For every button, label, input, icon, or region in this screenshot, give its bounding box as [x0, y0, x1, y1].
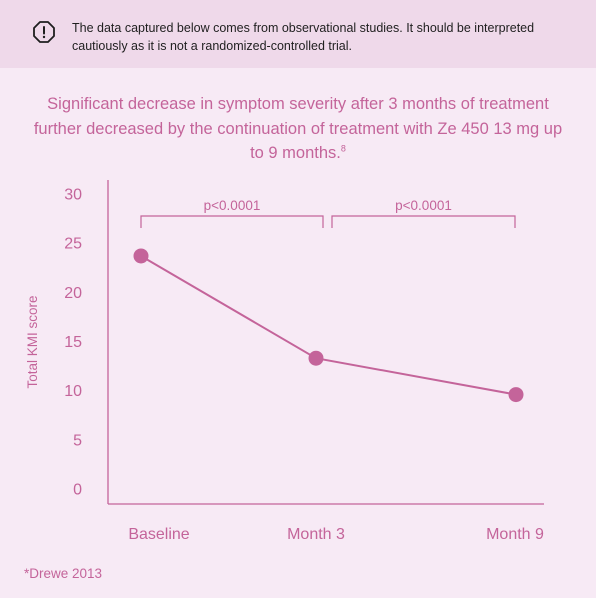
y-tick-label: 30: [64, 187, 82, 204]
data-point: [133, 248, 149, 264]
data-point: [508, 387, 524, 403]
alert-octagon-icon: [33, 21, 55, 43]
y-tick-label: 15: [64, 334, 82, 351]
p-value-annotation: p<0.0001: [395, 198, 452, 213]
footnote: *Drewe 2013: [24, 566, 103, 581]
y-axis-label: Total KMI score: [25, 295, 40, 388]
p-value-annotation: p<0.0001: [204, 198, 261, 213]
y-tick-label: 5: [73, 432, 82, 449]
notice-banner: The data captured below comes from obser…: [0, 0, 596, 68]
x-tick-label: Baseline: [128, 526, 189, 543]
significance-bracket: [331, 215, 516, 228]
y-tick-label: 0: [73, 482, 82, 499]
data-point: [308, 350, 324, 366]
series-line: [140, 255, 517, 396]
y-tick-label: 10: [64, 383, 82, 400]
x-tick-label: Month 3: [287, 526, 345, 543]
notice-text: The data captured below comes from obser…: [72, 21, 535, 53]
x-tick-label: Month 9: [486, 526, 544, 543]
y-tick-label: 20: [64, 285, 82, 302]
chart-headline: Significant decrease in symptom severity…: [30, 92, 566, 166]
headline-reference: 8: [340, 143, 346, 154]
headline-text: Significant decrease in symptom severity…: [33, 95, 563, 162]
y-tick-label: 25: [64, 236, 82, 253]
significance-bracket: [140, 215, 324, 228]
